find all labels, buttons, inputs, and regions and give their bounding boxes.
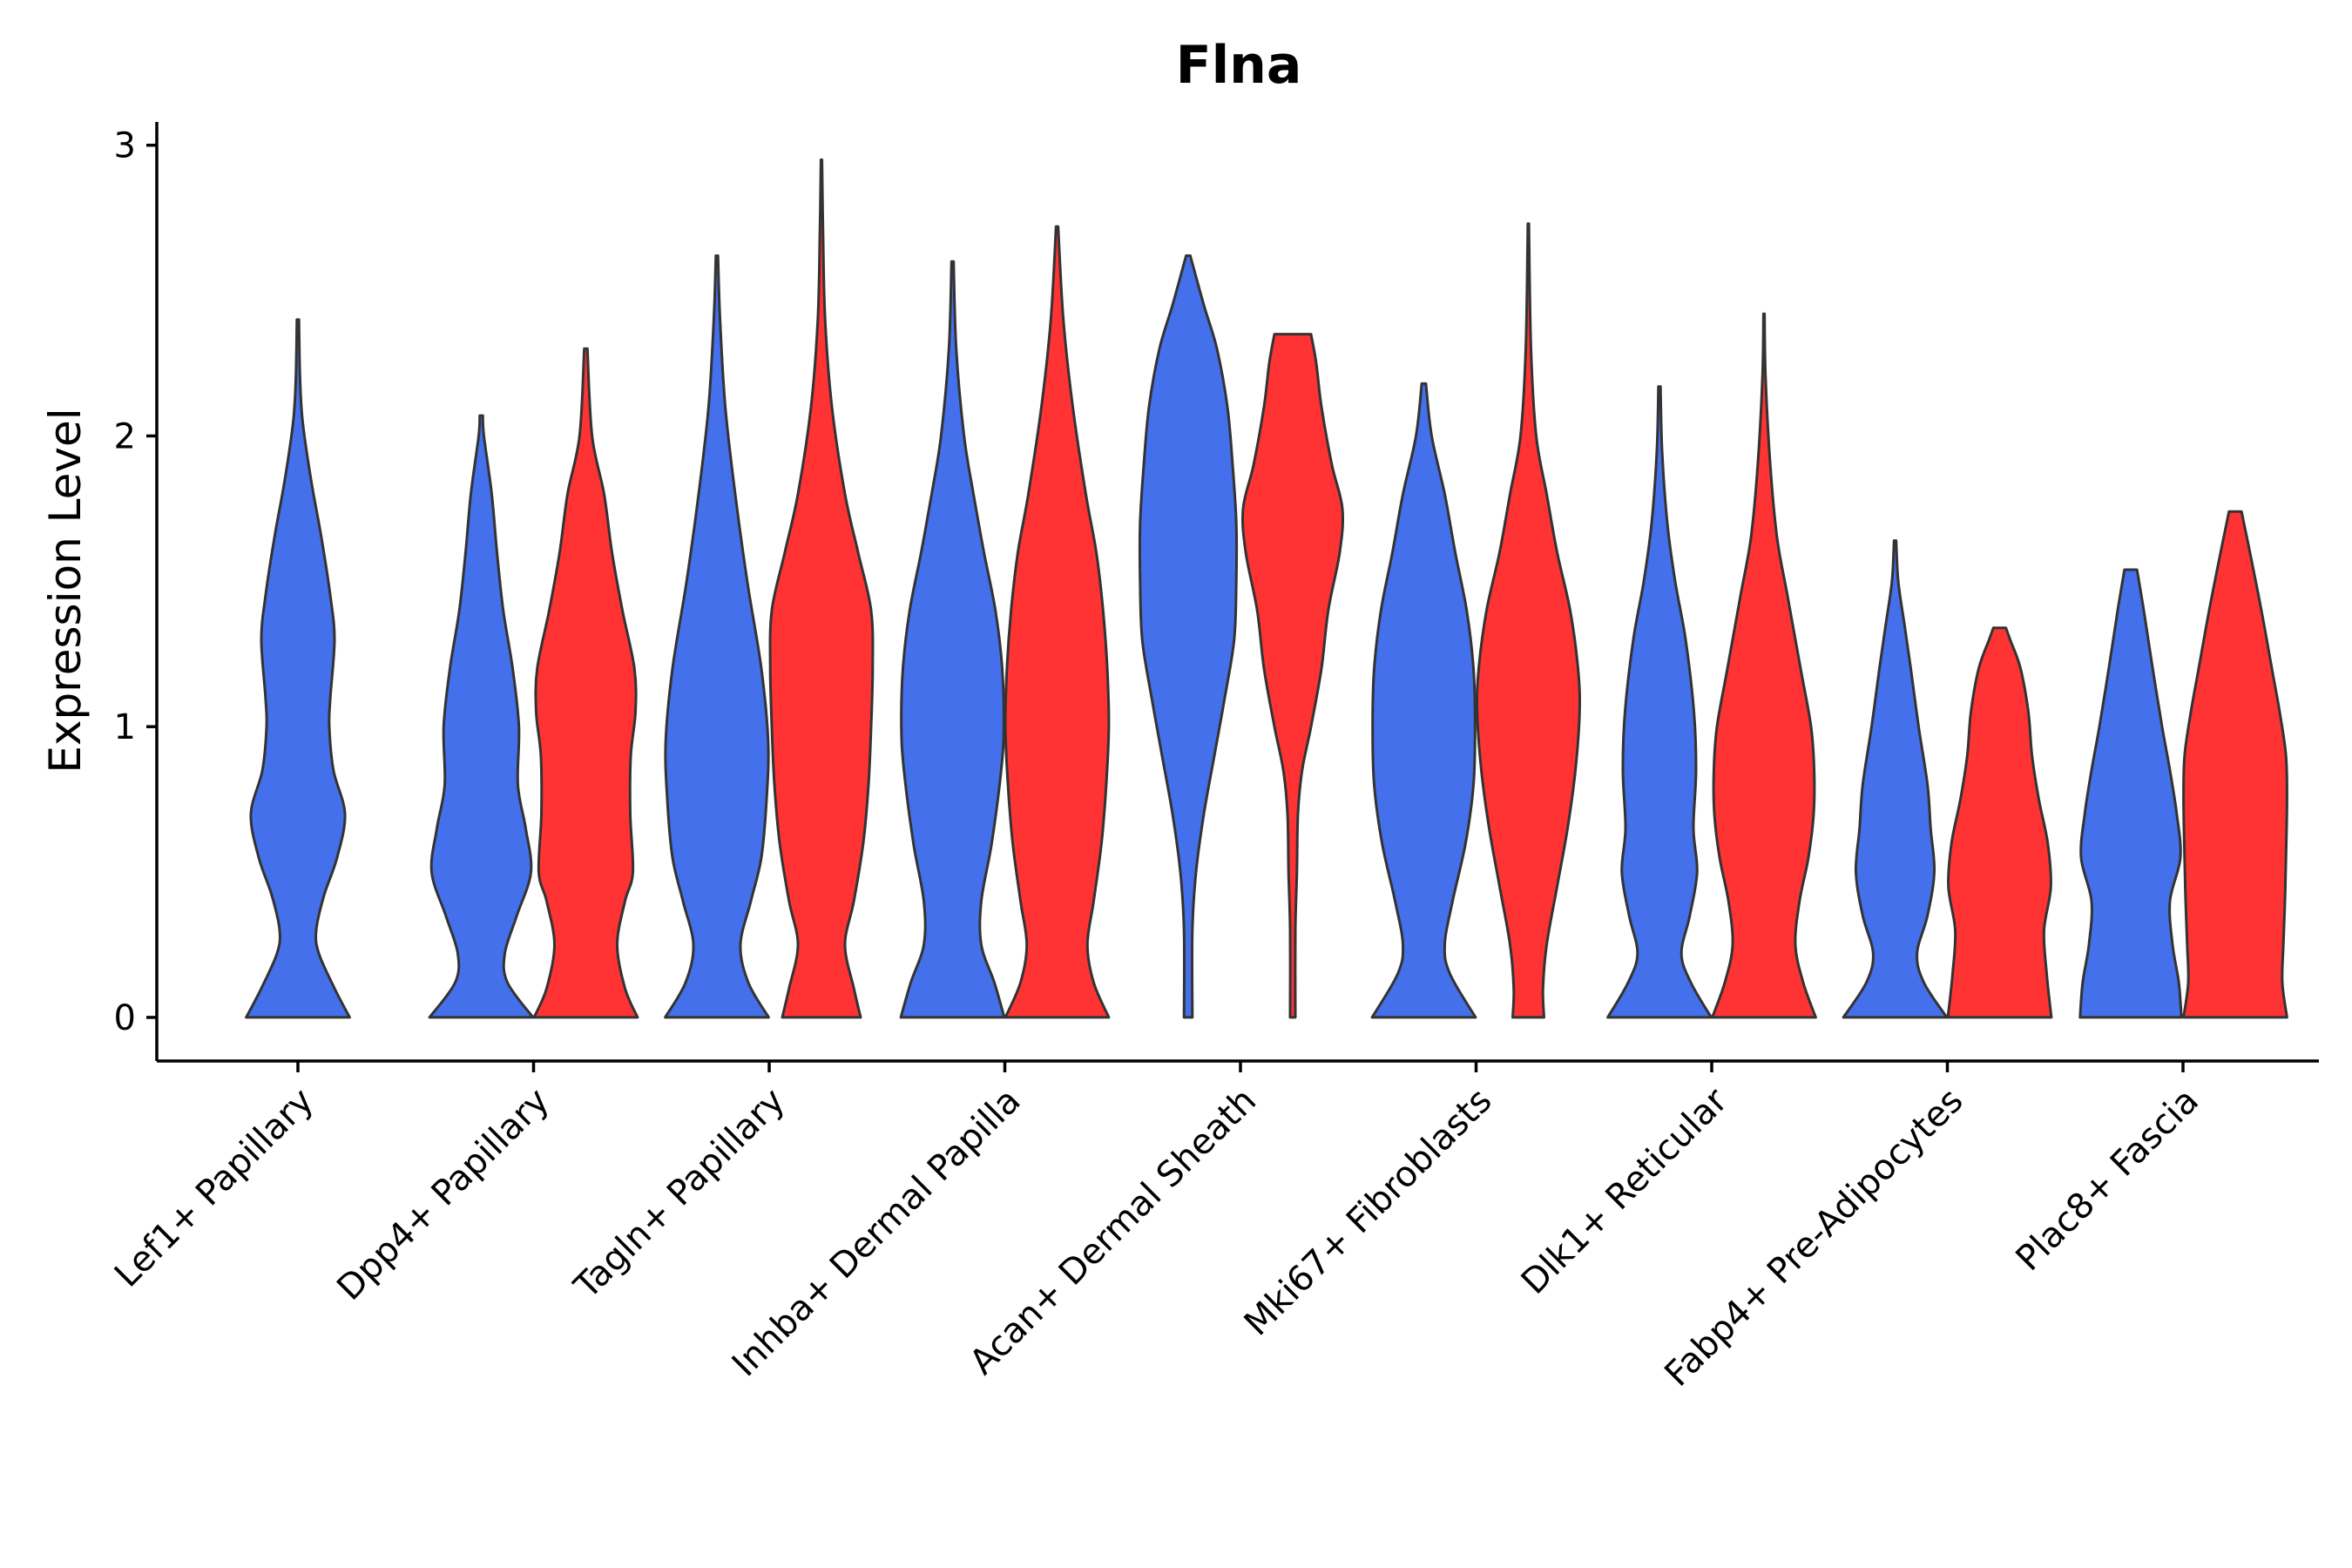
x-tick-label: Mki67+ Fibroblasts	[1237, 1081, 1500, 1344]
x-tick-label: Dlk1+ Reticular	[1514, 1080, 1736, 1302]
violin-5-group2	[1476, 222, 1581, 1019]
violin-8-group1	[2078, 568, 2183, 1019]
violin-2-group2	[768, 158, 875, 1019]
violin-6-group2	[1711, 312, 1817, 1019]
y-tick-label: 3	[114, 126, 136, 166]
violin-6-group1	[1606, 385, 1713, 1019]
y-tick-label: 2	[114, 416, 136, 456]
violin-8-group2	[2182, 510, 2288, 1019]
violin-2-group1	[664, 254, 770, 1019]
x-tick-label: Tagln+ Papillary	[566, 1081, 793, 1308]
violin-group	[245, 158, 2288, 1019]
violin-1-group1	[428, 414, 535, 1019]
y-tick-label: 1	[114, 707, 136, 747]
violin-3-group2	[1004, 225, 1111, 1019]
y-tick-label: 0	[114, 998, 136, 1038]
y-axis-title: Expression Level	[40, 408, 91, 773]
x-tick-label: Dpp4+ Papillary	[329, 1081, 557, 1308]
x-tick-label: Lef1+ Papillary	[107, 1081, 321, 1295]
violin-1-group2	[532, 347, 639, 1019]
violin-4-group2	[1240, 333, 1345, 1019]
violin-5-group1	[1370, 382, 1477, 1019]
violin-4-group1	[1138, 254, 1239, 1019]
violin-3-group1	[899, 260, 1006, 1019]
chart-title: Flna	[1176, 35, 1302, 96]
violin-0-group1	[245, 318, 351, 1019]
violin-7-group2	[1946, 626, 2053, 1019]
violin-7-group1	[1842, 539, 1949, 1019]
x-tick-label: Plac8+ Fascia	[2009, 1081, 2207, 1280]
